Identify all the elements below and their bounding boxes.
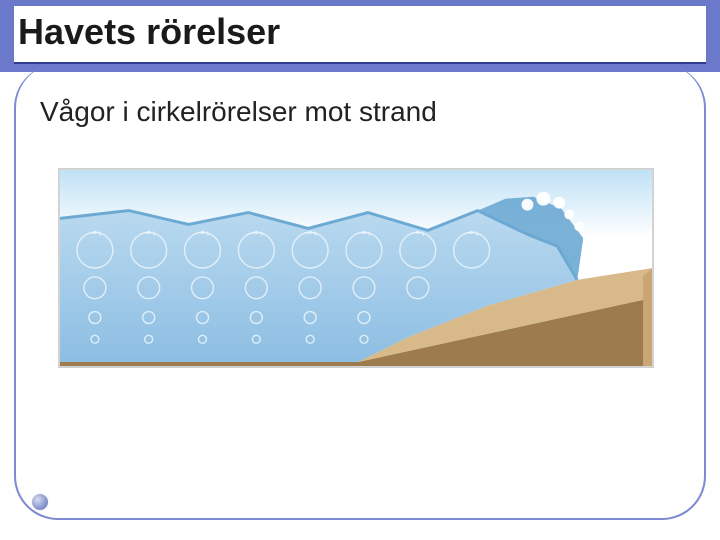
page-title: Havets rörelser bbox=[14, 6, 706, 64]
subtitle: Vågor i cirkelrörelser mot strand bbox=[40, 96, 437, 128]
bullet-icon bbox=[32, 494, 48, 510]
wave-diagram bbox=[58, 168, 654, 368]
